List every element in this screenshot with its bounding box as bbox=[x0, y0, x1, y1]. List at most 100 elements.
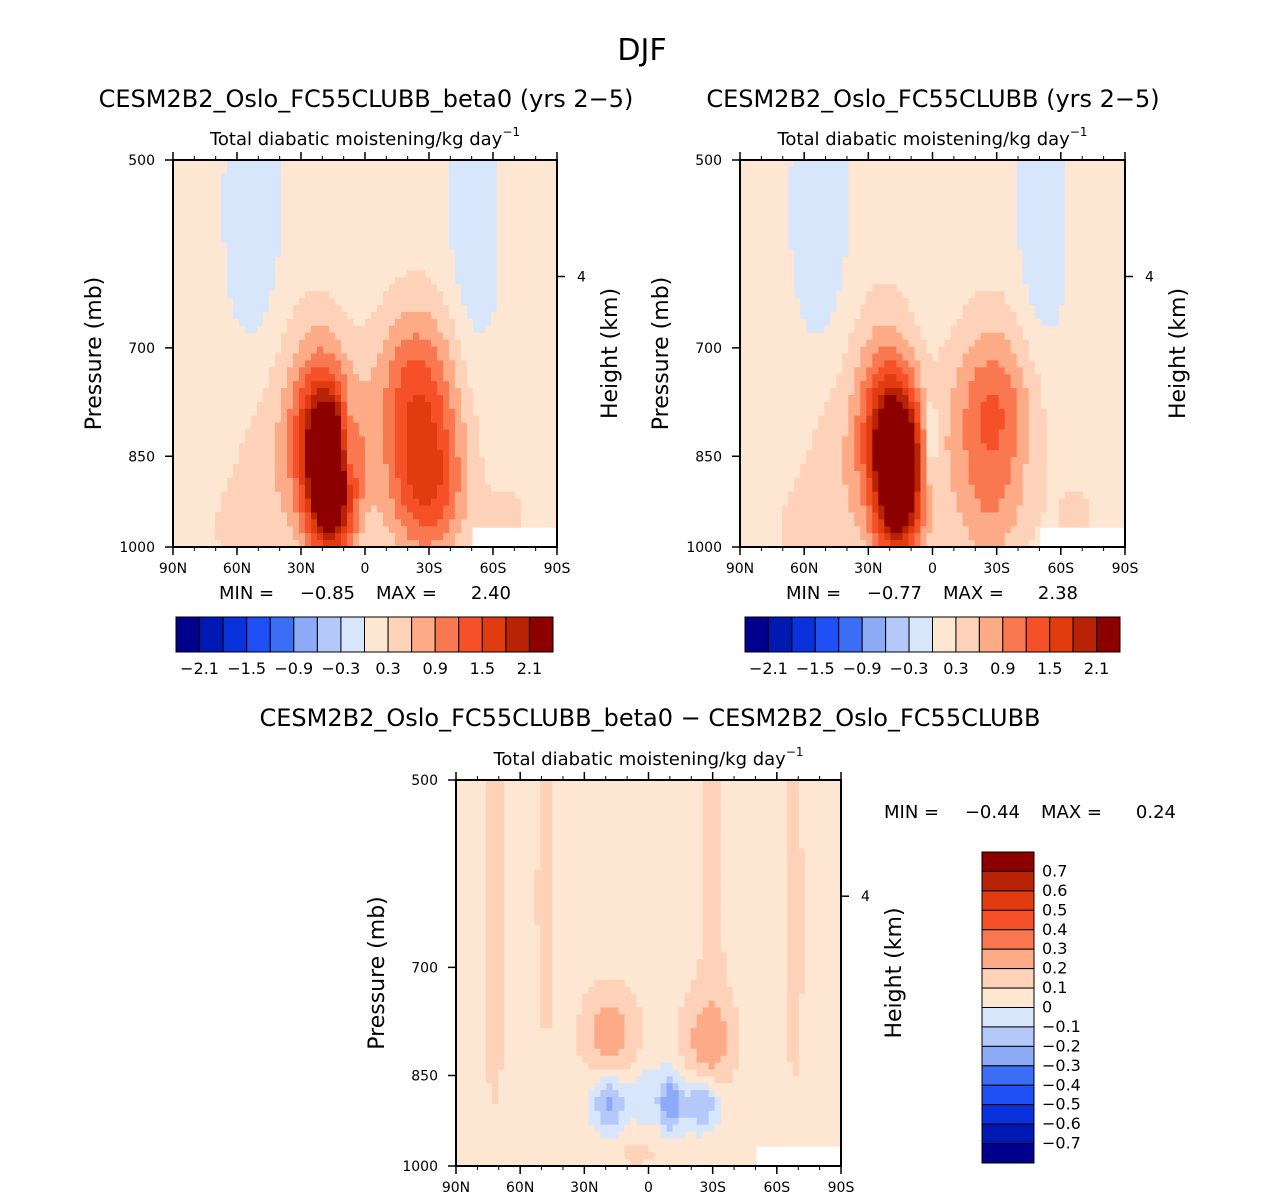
field-cell bbox=[485, 484, 492, 493]
field-cell bbox=[341, 401, 348, 410]
field-cell bbox=[245, 484, 252, 493]
field-cell bbox=[293, 512, 300, 520]
field-cell bbox=[413, 215, 420, 223]
field-cell bbox=[347, 367, 354, 375]
field-cell bbox=[233, 374, 240, 382]
field-cell bbox=[473, 277, 480, 285]
field-cell bbox=[491, 166, 498, 175]
field-cell bbox=[227, 187, 234, 196]
field-cell bbox=[377, 526, 384, 534]
field-cell bbox=[854, 277, 861, 285]
field-cell bbox=[185, 201, 192, 209]
field-cell bbox=[209, 388, 216, 396]
field-cell bbox=[431, 256, 438, 265]
field-cell bbox=[788, 374, 795, 382]
field-cell bbox=[281, 229, 288, 237]
field-cell bbox=[479, 339, 486, 348]
field-cell bbox=[866, 332, 873, 341]
field-cell bbox=[407, 540, 414, 548]
field-cell bbox=[257, 367, 264, 375]
field-cell bbox=[311, 339, 318, 348]
field-cell bbox=[425, 325, 432, 334]
field-cell bbox=[443, 236, 450, 244]
field-cell bbox=[341, 360, 348, 368]
field-cell bbox=[305, 229, 312, 237]
field-cell bbox=[377, 208, 384, 216]
field-cell bbox=[830, 443, 837, 451]
field-cell bbox=[347, 464, 354, 472]
field-cell bbox=[812, 201, 819, 209]
field-cell bbox=[383, 346, 390, 355]
field-cell bbox=[305, 512, 312, 520]
field-cell bbox=[227, 325, 234, 334]
field-cell bbox=[227, 526, 234, 534]
field-cell bbox=[788, 436, 795, 444]
field-cell bbox=[185, 173, 192, 182]
field-cell bbox=[395, 229, 402, 237]
field-cell bbox=[485, 512, 492, 520]
field-cell bbox=[179, 256, 186, 265]
field-cell bbox=[383, 249, 390, 258]
field-cell bbox=[551, 160, 558, 168]
field-cell bbox=[263, 491, 270, 500]
field-cell bbox=[179, 201, 186, 209]
field-cell bbox=[263, 339, 270, 348]
field-cell bbox=[323, 208, 330, 216]
field-cell bbox=[221, 194, 228, 203]
field-cell bbox=[836, 173, 843, 182]
field-cell bbox=[293, 194, 300, 203]
field-cell bbox=[275, 388, 282, 396]
field-cell bbox=[215, 229, 222, 237]
field-cell bbox=[251, 325, 258, 334]
field-cell bbox=[251, 464, 258, 472]
field-cell bbox=[257, 374, 264, 382]
field-cell bbox=[365, 540, 372, 548]
field-cell bbox=[818, 346, 825, 355]
field-cell bbox=[443, 325, 450, 334]
field-cell bbox=[203, 256, 210, 265]
field-cell bbox=[788, 484, 795, 493]
field-cell bbox=[353, 388, 360, 396]
field-cell bbox=[455, 208, 462, 216]
field-cell bbox=[173, 180, 180, 189]
field-cell bbox=[479, 312, 486, 320]
field-cell bbox=[824, 256, 831, 265]
field-cell bbox=[233, 540, 240, 548]
field-cell bbox=[872, 401, 879, 410]
field-cell bbox=[746, 443, 753, 451]
field-cell bbox=[419, 236, 426, 244]
field-cell bbox=[383, 436, 390, 444]
field-cell bbox=[335, 180, 342, 189]
field-cell bbox=[449, 249, 456, 258]
field-cell bbox=[305, 464, 312, 472]
field-cell bbox=[782, 222, 789, 230]
field-cell bbox=[341, 160, 348, 168]
field-cell bbox=[860, 353, 867, 362]
field-cell bbox=[539, 215, 546, 223]
field-cell bbox=[479, 305, 486, 313]
field-cell bbox=[245, 450, 252, 458]
field-cell bbox=[191, 443, 198, 451]
field-cell bbox=[485, 201, 492, 209]
field-cell bbox=[197, 408, 204, 417]
field-cell bbox=[377, 422, 384, 431]
field-cell bbox=[287, 291, 294, 299]
field-cell bbox=[371, 236, 378, 244]
field-cell bbox=[752, 332, 759, 341]
field-cell bbox=[521, 298, 528, 306]
field-cell bbox=[431, 208, 438, 216]
field-cell bbox=[539, 464, 546, 472]
field-cell bbox=[872, 187, 879, 196]
field-cell bbox=[443, 408, 450, 417]
field-cell bbox=[770, 236, 777, 244]
field-cell bbox=[209, 236, 216, 244]
field-cell bbox=[455, 173, 462, 182]
field-cell bbox=[491, 457, 498, 465]
field-cell bbox=[233, 173, 240, 182]
field-cell bbox=[371, 173, 378, 182]
field-cell bbox=[311, 187, 318, 196]
field-cell bbox=[203, 360, 210, 368]
field-cell bbox=[299, 312, 306, 320]
field-cell bbox=[860, 270, 867, 279]
field-cell bbox=[191, 298, 198, 306]
